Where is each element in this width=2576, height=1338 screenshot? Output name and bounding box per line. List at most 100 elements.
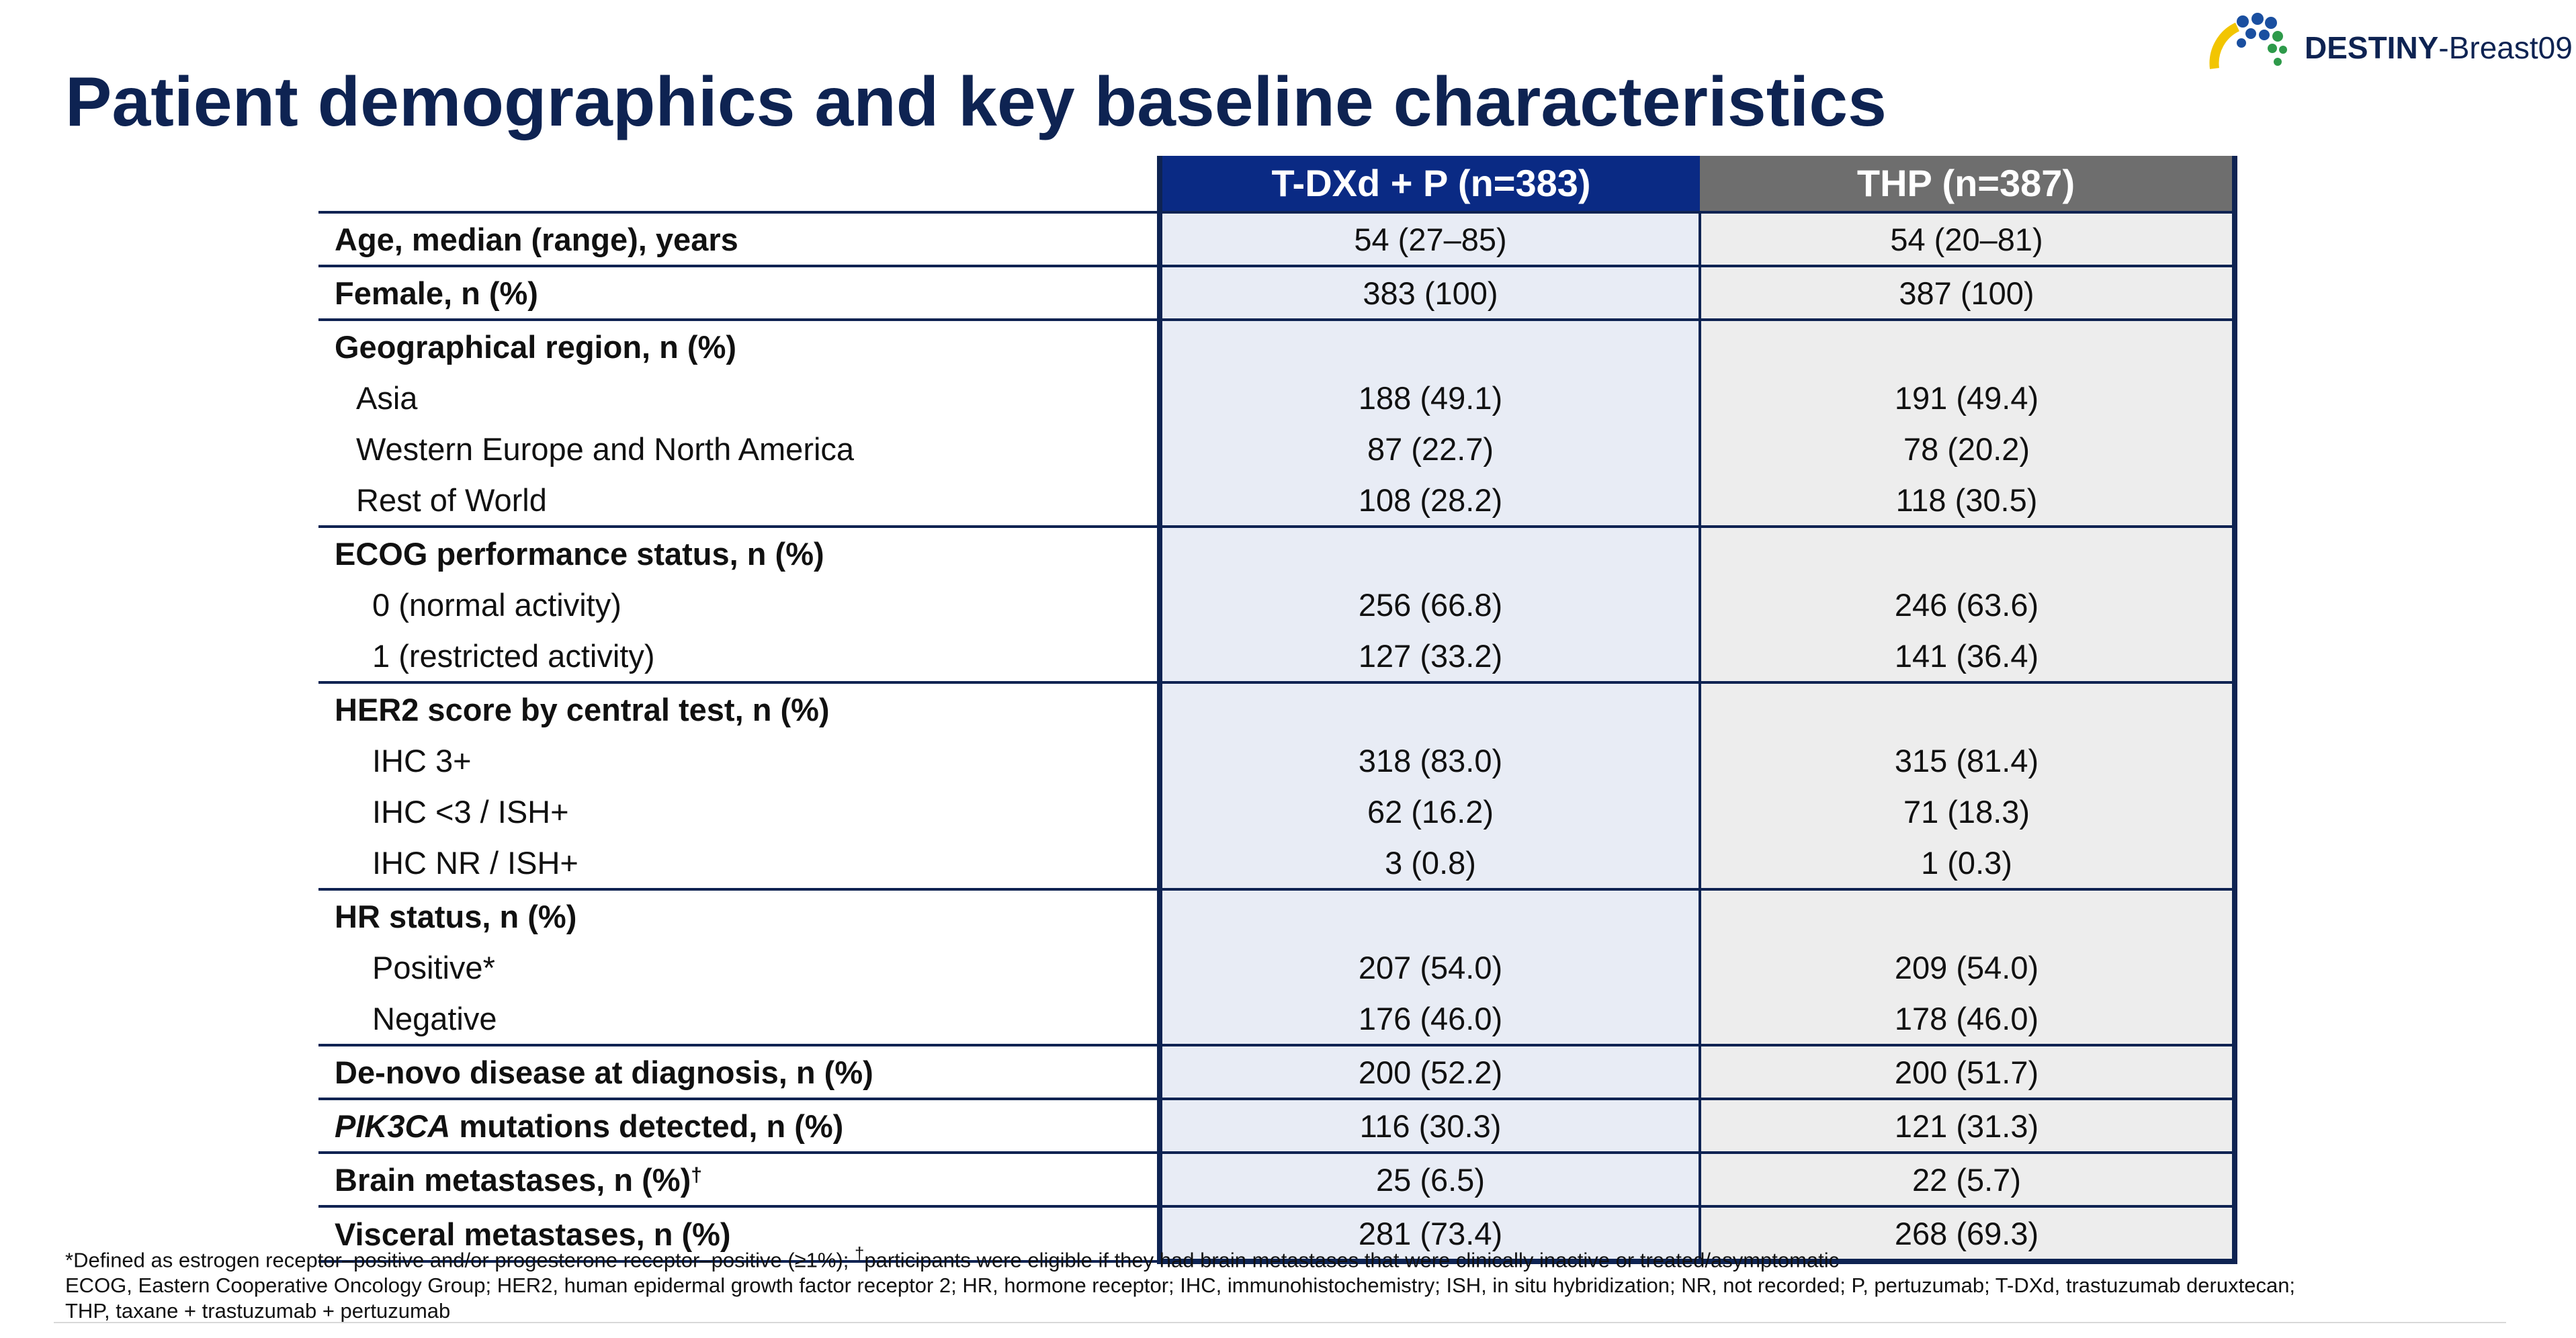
row-label: Rest of World xyxy=(356,482,547,518)
footnote-line-3: THP, taxane + trastuzumab + pertuzumab xyxy=(65,1299,451,1323)
footnote-asterisk-text: *Defined as estrogen receptor–positive a… xyxy=(65,1248,855,1272)
row-label: Asia xyxy=(356,380,418,416)
baseline-table: T-DXd + P (n=383) THP (n=387) Age, media… xyxy=(318,156,2237,1264)
row-label: Geographical region, n (%) xyxy=(318,318,1160,372)
tdxd-value xyxy=(1157,681,1700,735)
table-row: Female, n (%) 383 (100) 387 (100) xyxy=(318,265,2237,320)
logo-text-rest: -Breast09 xyxy=(2438,30,2573,65)
tdxd-value: 116 (30.3) xyxy=(1157,1098,1700,1153)
table-row: Negative 176 (46.0) 178 (46.0) xyxy=(318,993,2237,1045)
footnote-dagger-text: participants were eligible if they had b… xyxy=(864,1248,1840,1272)
table-row: IHC NR / ISH+ 3 (0.8) 1 (0.3) xyxy=(318,837,2237,889)
table-row: Positive* 207 (54.0) 209 (54.0) xyxy=(318,942,2237,993)
pik3ca-gene-name: PIK3CA xyxy=(335,1108,451,1144)
thp-value: 200 (51.7) xyxy=(1699,1044,2237,1099)
row-label: IHC <3 / ISH+ xyxy=(372,793,569,830)
table-row: HR status, n (%) xyxy=(318,888,2237,942)
thp-value: 268 (69.3) xyxy=(1699,1205,2237,1264)
footnote-line-2: ECOG, Eastern Cooperative Oncology Group… xyxy=(65,1274,2296,1298)
row-label: Western Europe and North America xyxy=(356,431,855,467)
header-tdxd-p: T-DXd + P (n=383) xyxy=(1157,156,1700,212)
thp-value: 315 (81.4) xyxy=(1699,735,2237,786)
table-row: De-novo disease at diagnosis, n (%) 200 … xyxy=(318,1044,2237,1099)
header-thp: THP (n=387) xyxy=(1700,156,2237,212)
footnote-line-1: *Defined as estrogen receptor–positive a… xyxy=(65,1241,2538,1273)
table-row: IHC 3+ 318 (83.0) 315 (81.4) xyxy=(318,735,2237,786)
thp-value: 22 (5.7) xyxy=(1699,1151,2237,1206)
row-label: 1 (restricted activity) xyxy=(372,637,655,674)
row-label-rest: mutations detected, n (%) xyxy=(450,1108,844,1144)
footnotes: *Defined as estrogen receptor–positive a… xyxy=(65,1241,2538,1324)
thp-value xyxy=(1699,525,2237,579)
thp-value xyxy=(1699,681,2237,735)
row-label: ECOG performance status, n (%) xyxy=(318,525,1160,579)
row-label: HR status, n (%) xyxy=(318,888,1160,942)
row-label: De-novo disease at diagnosis, n (%) xyxy=(318,1044,1160,1099)
tdxd-value: 256 (66.8) xyxy=(1157,579,1700,630)
row-label: HER2 score by central test, n (%) xyxy=(318,681,1160,735)
table-row: IHC <3 / ISH+ 62 (16.2) 71 (18.3) xyxy=(318,786,2237,837)
table-header-row: T-DXd + P (n=383) THP (n=387) xyxy=(318,156,2237,212)
tdxd-value: 383 (100) xyxy=(1157,265,1700,320)
tdxd-value: 188 (49.1) xyxy=(1157,372,1700,423)
table-row: HER2 score by central test, n (%) xyxy=(318,681,2237,735)
tdxd-value: 127 (33.2) xyxy=(1157,630,1700,682)
slide-title: Patient demographics and key baseline ch… xyxy=(65,63,1887,141)
thp-value: 246 (63.6) xyxy=(1699,579,2237,630)
row-label-text: Brain metastases, n (%) xyxy=(335,1161,691,1198)
tdxd-value: 281 (73.4) xyxy=(1157,1205,1700,1264)
table-row: ECOG performance status, n (%) xyxy=(318,525,2237,579)
table-row: Age, median (range), years 54 (27–85) 54… xyxy=(318,211,2237,266)
logo: DESTINY-Breast09 xyxy=(2202,7,2576,81)
logo-emblem-icon xyxy=(2209,13,2287,69)
tdxd-value: 3 (0.8) xyxy=(1157,837,1700,889)
dagger-footnote-mark: † xyxy=(691,1163,702,1186)
logo-wordmark: DESTINY-Breast09 xyxy=(2305,32,2573,63)
thp-value: 178 (46.0) xyxy=(1699,993,2237,1045)
tdxd-value: 62 (16.2) xyxy=(1157,786,1700,837)
thp-value: 387 (100) xyxy=(1699,265,2237,320)
row-label: Age, median (range), years xyxy=(318,211,1160,266)
thp-value xyxy=(1699,888,2237,942)
thp-value: 1 (0.3) xyxy=(1699,837,2237,889)
table-row: PIK3CA mutations detected, n (%) 116 (30… xyxy=(318,1098,2237,1153)
tdxd-value: 318 (83.0) xyxy=(1157,735,1700,786)
thp-value: 118 (30.5) xyxy=(1699,474,2237,527)
thp-value: 141 (36.4) xyxy=(1699,630,2237,682)
row-label: Female, n (%) xyxy=(318,265,1160,320)
footnote-dagger-mark: † xyxy=(855,1245,865,1263)
thp-value xyxy=(1699,318,2237,372)
table-row: 0 (normal activity) 256 (66.8) 246 (63.6… xyxy=(318,579,2237,630)
logo-text-bold: DESTINY xyxy=(2305,30,2439,65)
tdxd-value: 176 (46.0) xyxy=(1157,993,1700,1045)
table-row: Asia 188 (49.1) 191 (49.4) xyxy=(318,372,2237,423)
row-label: Visceral metastases, n (%) xyxy=(318,1205,1160,1263)
thp-value: 209 (54.0) xyxy=(1699,942,2237,993)
thp-value: 71 (18.3) xyxy=(1699,786,2237,837)
row-label: PIK3CA mutations detected, n (%) xyxy=(318,1098,1160,1153)
footer-divider xyxy=(54,1322,2506,1323)
table-row: Visceral metastases, n (%) 281 (73.4) 26… xyxy=(318,1205,2237,1264)
thp-value: 121 (31.3) xyxy=(1699,1098,2237,1153)
row-label: Negative xyxy=(372,1000,497,1036)
table-row: Rest of World 108 (28.2) 118 (30.5) xyxy=(318,474,2237,527)
tdxd-value: 25 (6.5) xyxy=(1157,1151,1700,1206)
tdxd-value: 87 (22.7) xyxy=(1157,423,1700,474)
tdxd-value: 200 (52.2) xyxy=(1157,1044,1700,1099)
tdxd-value: 54 (27–85) xyxy=(1157,211,1700,266)
table-row: Western Europe and North America 87 (22.… xyxy=(318,423,2237,474)
table-row: Brain metastases, n (%)† 25 (6.5) 22 (5.… xyxy=(318,1151,2237,1206)
thp-value: 78 (20.2) xyxy=(1699,423,2237,474)
tdxd-value xyxy=(1157,525,1700,579)
thp-value: 54 (20–81) xyxy=(1699,211,2237,266)
tdxd-value xyxy=(1157,318,1700,372)
tdxd-value: 207 (54.0) xyxy=(1157,942,1700,993)
thp-value: 191 (49.4) xyxy=(1699,372,2237,423)
row-label: 0 (normal activity) xyxy=(372,586,621,623)
table-row: Geographical region, n (%) xyxy=(318,318,2237,372)
row-label: IHC NR / ISH+ xyxy=(372,844,578,881)
row-label: IHC 3+ xyxy=(372,742,472,778)
header-blank xyxy=(318,156,1160,212)
tdxd-value: 108 (28.2) xyxy=(1157,474,1700,527)
tdxd-value xyxy=(1157,888,1700,942)
